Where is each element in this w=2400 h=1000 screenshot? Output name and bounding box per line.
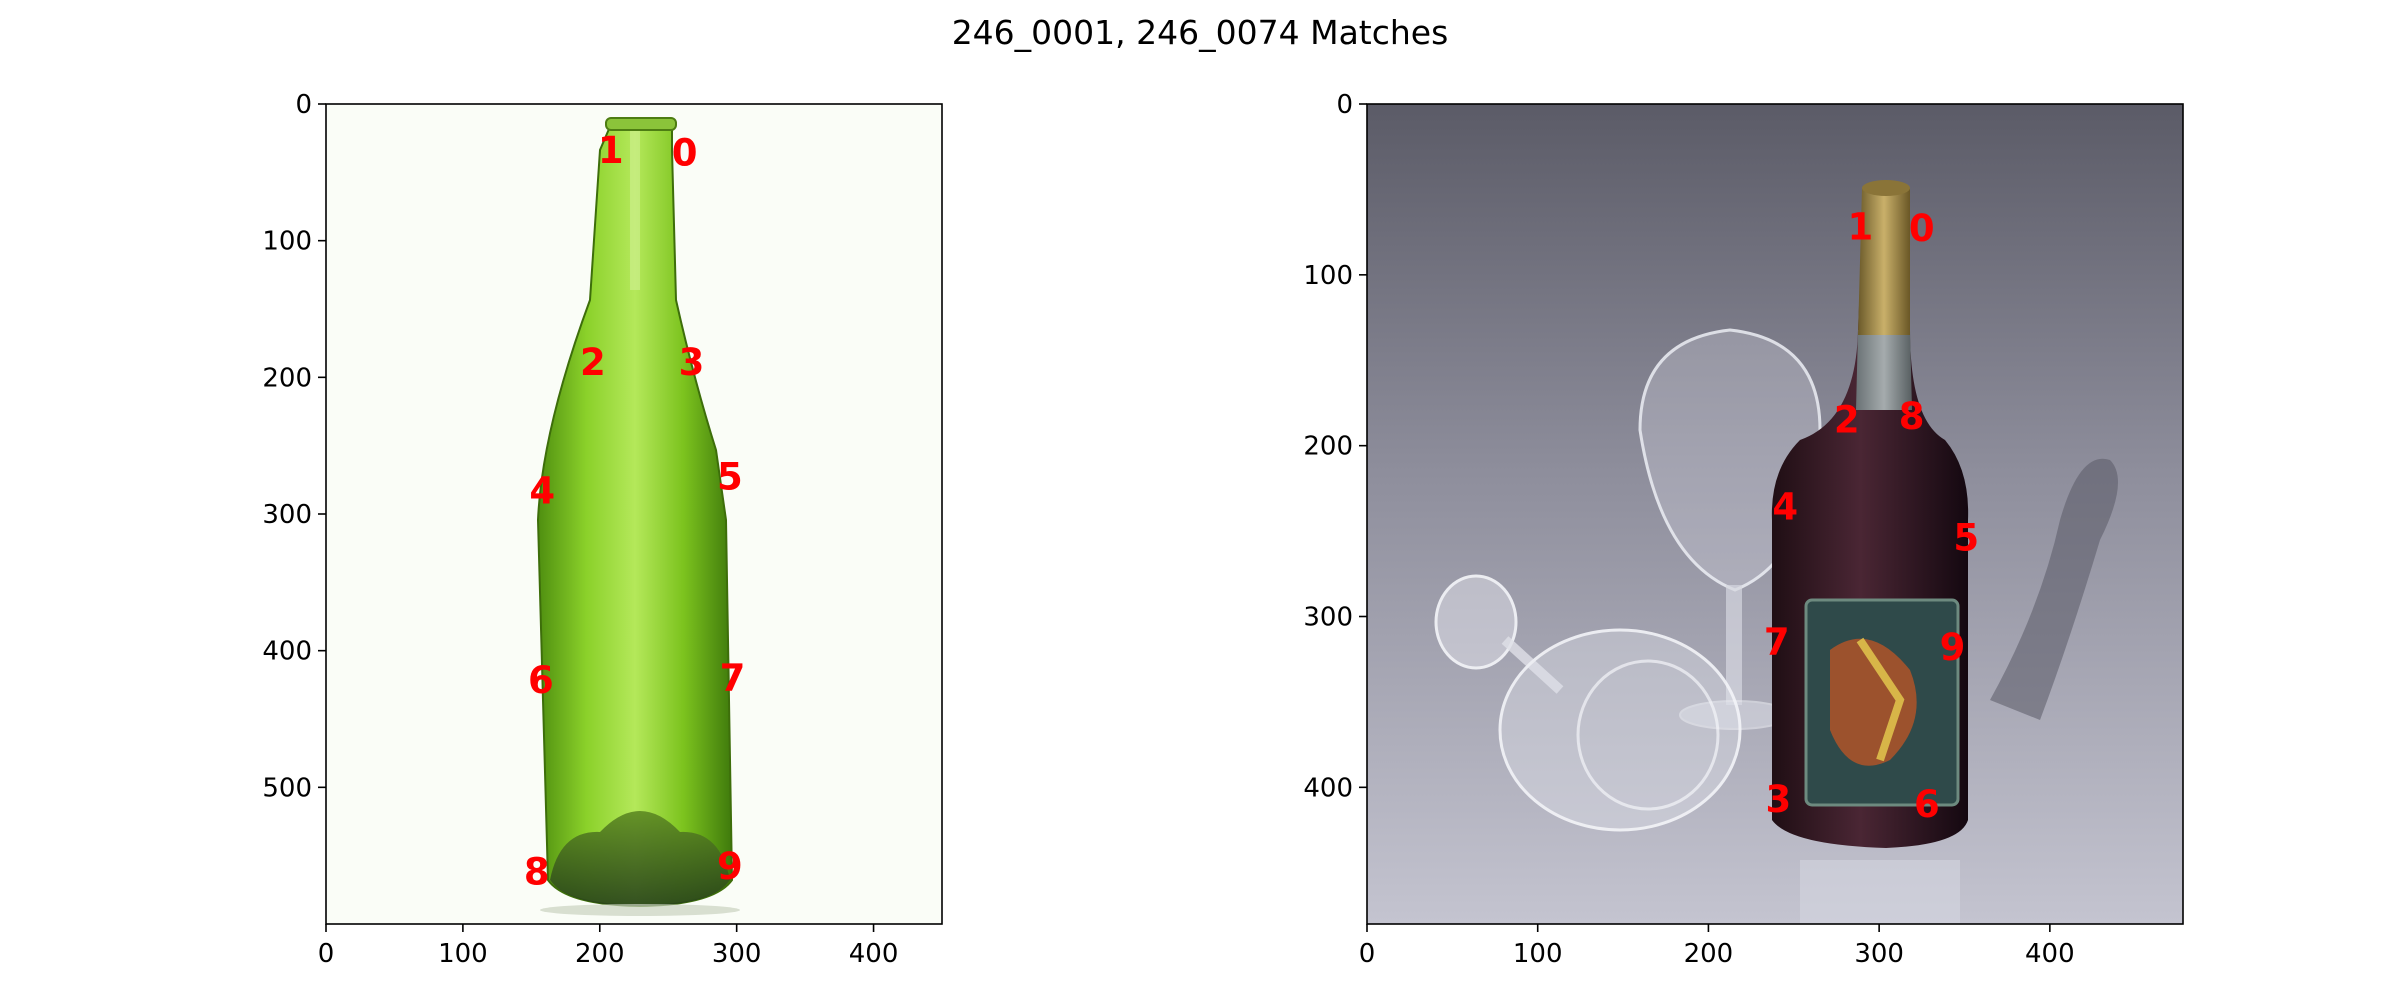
left-x-tick-label: 100 <box>438 939 488 969</box>
left-x-tick-label: 0 <box>318 939 335 969</box>
right-keypoint-5: 5 <box>1953 516 1979 559</box>
right-keypoint-7: 7 <box>1764 621 1790 664</box>
right-x-tick-label: 0 <box>1359 939 1376 969</box>
left-keypoint-9: 9 <box>717 845 743 888</box>
left-y-tick-label: 200 <box>262 363 312 393</box>
right-axes: 0 100 200 300 400 0 100 200 300 400 <box>1303 90 2074 969</box>
right-keypoint-0: 0 <box>1909 207 1935 250</box>
right-keypoint-9: 9 <box>1940 626 1966 669</box>
right-keypoint-2: 2 <box>1834 399 1860 442</box>
right-keypoint-3: 3 <box>1766 778 1792 821</box>
left-keypoint-3: 3 <box>679 341 705 384</box>
left-keypoint-4: 4 <box>529 469 555 512</box>
left-x-tick-label: 400 <box>849 939 899 969</box>
right-y-tick-label: 0 <box>1336 90 1353 120</box>
left-keypoint-6: 6 <box>528 659 554 702</box>
left-axes: 0 100 200 300 400 0 100 200 300 400 500 <box>262 90 898 969</box>
left-y-tick-label: 0 <box>295 90 312 120</box>
left-keypoint-0: 0 <box>672 132 698 175</box>
left-keypoint-8: 8 <box>524 851 550 894</box>
right-x-tick-label: 100 <box>1513 939 1563 969</box>
left-y-tick-label: 300 <box>262 500 312 530</box>
left-panel: 0 100 200 300 400 0 100 200 300 400 500 0 1 2 3 4 5 6 7 8 9 <box>262 90 943 969</box>
right-keypoints: 01 2 3 4 5 6 7 8 9 <box>1764 206 1979 826</box>
right-y-tick-label: 400 <box>1303 773 1353 803</box>
left-keypoint-1: 1 <box>598 129 624 172</box>
left-x-tick-label: 200 <box>575 939 625 969</box>
left-keypoint-5: 5 <box>717 456 743 499</box>
left-x-tick-label: 300 <box>712 939 762 969</box>
right-keypoint-6: 6 <box>1914 783 1940 826</box>
figure-title: 246_0001, 246_0074 Matches <box>952 13 1449 52</box>
right-x-tick-label: 400 <box>2025 939 2075 969</box>
right-axes-frame <box>1366 103 2184 925</box>
right-image <box>1367 104 2183 924</box>
right-x-tick-label: 300 <box>1854 939 1904 969</box>
left-keypoints: 0 1 2 3 4 5 6 7 8 9 <box>524 129 746 894</box>
left-keypoint-2: 2 <box>580 341 606 384</box>
right-x-tick-label: 200 <box>1684 939 1734 969</box>
right-y-tick-label: 300 <box>1303 603 1353 633</box>
left-y-tick-label: 400 <box>262 637 312 667</box>
left-y-tick-label: 500 <box>262 773 312 803</box>
right-keypoint-8: 8 <box>1899 395 1925 438</box>
right-keypoint-1: 1 <box>1847 206 1873 249</box>
right-y-tick-label: 200 <box>1303 432 1353 462</box>
left-keypoint-7: 7 <box>720 657 746 700</box>
left-y-tick-label: 100 <box>262 227 312 257</box>
right-keypoint-4: 4 <box>1772 486 1798 529</box>
right-y-tick-label: 100 <box>1303 261 1353 291</box>
left-image <box>326 104 942 924</box>
